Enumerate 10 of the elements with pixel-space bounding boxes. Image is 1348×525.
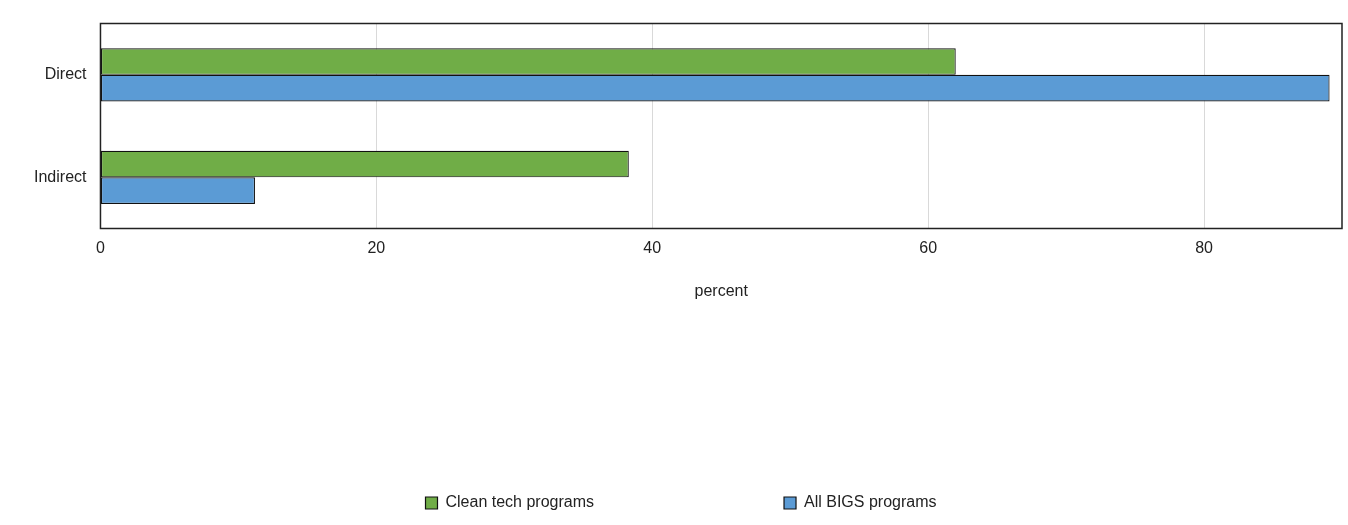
x-tick-label: 20 <box>367 238 386 256</box>
y-tick-label: Direct <box>44 65 88 83</box>
x-axis-title: percent <box>694 281 749 299</box>
legend-label: All BIGS programs <box>804 493 937 511</box>
x-tick-label: 60 <box>919 238 938 256</box>
x-tick-label: 0 <box>96 238 106 256</box>
x-tick-label: 80 <box>1195 238 1214 256</box>
legend-label: Clean tech programs <box>445 493 595 511</box>
y-tick-label: Indirect <box>34 167 88 185</box>
x-tick-label: 40 <box>643 238 662 256</box>
